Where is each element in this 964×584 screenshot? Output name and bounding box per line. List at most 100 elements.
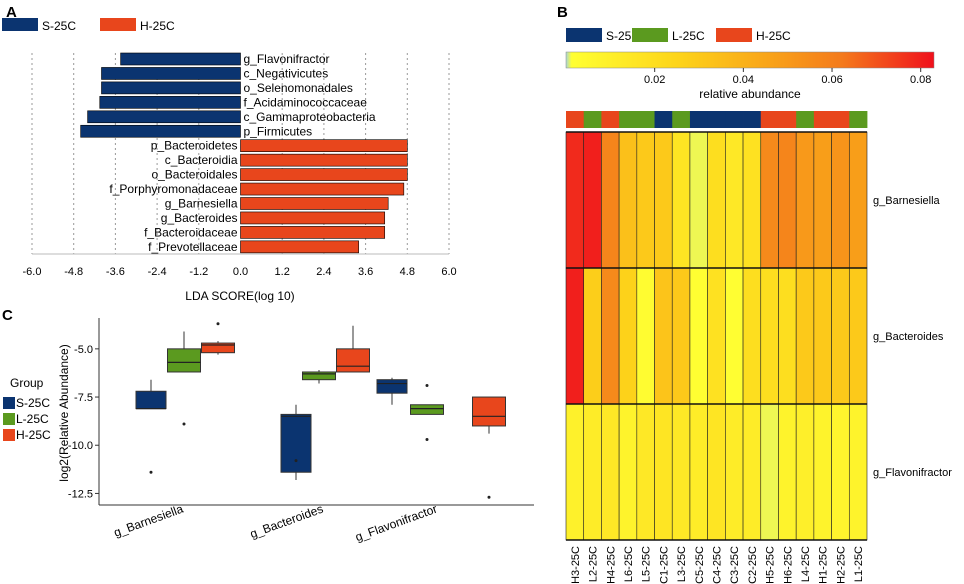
heatmap-cell bbox=[725, 267, 744, 405]
heatmap-column-label: H3-25C bbox=[570, 546, 582, 584]
heatmap-cell bbox=[565, 267, 585, 405]
colorbar-tick-label: 0.06 bbox=[821, 74, 842, 86]
box-series bbox=[135, 322, 506, 499]
lda-bar-label: c_Gammaproteobacteria bbox=[244, 110, 376, 124]
lda-bar-label: p_Firmicutes bbox=[244, 124, 313, 138]
legend-swatch-s25c bbox=[2, 18, 38, 31]
heatmap-cell bbox=[565, 403, 585, 541]
group-bar-cell bbox=[796, 111, 815, 128]
heatmap-row-label: g_Bacteroides bbox=[873, 331, 944, 343]
lda-bar-label: f_Prevotellaceae bbox=[148, 240, 238, 254]
heatmap-row-label: g_Barnesiella bbox=[873, 195, 941, 207]
lda-bar-p-firmicutes bbox=[80, 124, 241, 138]
group-bar-cell bbox=[707, 111, 726, 128]
heatmap-cell bbox=[831, 131, 850, 269]
group-bar-cell bbox=[743, 111, 762, 128]
group-bar-cell bbox=[689, 111, 709, 128]
lda-bar-f-acidaminococcaceae bbox=[99, 96, 241, 109]
legend-label-l25c: L-25C bbox=[16, 412, 49, 426]
legend-swatch-s25c bbox=[566, 28, 602, 42]
heatmap-column-label: H2-25C bbox=[835, 546, 847, 584]
box-x-label: g_Barnesiella bbox=[112, 502, 185, 540]
panel-a-legend: S-25C H-25C bbox=[2, 18, 175, 33]
panel-a-lda: A S-25C H-25C g_Flavonifractorc_Negativi… bbox=[2, 4, 457, 303]
lda-x-tick-label: 1.2 bbox=[275, 266, 290, 278]
lda-bar-f-porphyromonadaceae bbox=[240, 182, 405, 196]
heatmap-column-label: L1-25C bbox=[853, 546, 865, 582]
heatmap-cells bbox=[565, 131, 868, 541]
group-bar-cell bbox=[619, 111, 638, 128]
heatmap-row-dividers bbox=[566, 131, 867, 541]
lda-x-axis-title: LDA SCORE(log 10) bbox=[185, 289, 294, 303]
group-bar-cell bbox=[831, 111, 850, 128]
box-g-barnesiella-l bbox=[167, 331, 201, 426]
heatmap-cell bbox=[618, 403, 638, 541]
heatmap-cell bbox=[848, 267, 868, 405]
heatmap-cell bbox=[795, 267, 815, 405]
group-bar-cell bbox=[636, 111, 655, 128]
heatmap-row-label: g_Flavonifractor bbox=[873, 467, 952, 479]
group-bar-cell bbox=[760, 111, 779, 128]
box-body bbox=[472, 396, 506, 427]
heatmap-column-label: C5-25C bbox=[694, 546, 706, 584]
group-bar-cell bbox=[778, 111, 797, 128]
heatmap-column-label: H4-25C bbox=[605, 546, 617, 584]
legend-swatch-s25c bbox=[3, 397, 15, 409]
lda-gridlines bbox=[31, 53, 450, 254]
box-y-tick-label: -12.5 bbox=[68, 488, 93, 500]
heatmap-cell bbox=[636, 403, 655, 541]
heatmap-cell bbox=[707, 403, 726, 541]
legend-label-s25c: S-25C bbox=[42, 19, 76, 33]
legend-label-s25c: S-25C bbox=[606, 29, 640, 43]
lda-x-tick-label: -1.2 bbox=[189, 266, 208, 278]
lda-bar-f-bacteroidaceae bbox=[240, 226, 386, 239]
lda-bar-label: c_Bacteroidia bbox=[165, 153, 238, 167]
legend-swatch-l25c bbox=[632, 28, 668, 42]
lda-bar-label: g_Bacteroides bbox=[161, 211, 238, 225]
lda-x-tick-label: -4.8 bbox=[64, 266, 83, 278]
lda-x-tick-label: 3.6 bbox=[358, 266, 373, 278]
box-y-ticks: -5.0 -7.5 -10.0 -12.5 bbox=[68, 344, 99, 500]
heatmap-cell bbox=[725, 403, 744, 541]
box-x-label: g_Flavonifractor bbox=[353, 502, 439, 545]
lda-bar-c-gammaproteobacteria bbox=[87, 110, 241, 124]
lda-bar-label: f_Porphyromonadaceae bbox=[109, 182, 237, 196]
heatmap-cell bbox=[583, 267, 602, 405]
legend-swatch-h25c bbox=[100, 18, 136, 31]
lda-x-tick-label: 0.0 bbox=[233, 266, 248, 278]
lda-bar-o-selenomonadales bbox=[101, 81, 241, 95]
lda-bar-c-bacteroidia bbox=[240, 153, 408, 167]
heatmap-column-label: H6-25C bbox=[782, 546, 794, 584]
legend-title: Group bbox=[10, 376, 44, 390]
heatmap-column-label: L3-25C bbox=[676, 546, 688, 582]
heatmap-cell bbox=[654, 131, 673, 269]
box-outlier bbox=[425, 437, 429, 441]
heatmap-cell bbox=[725, 131, 744, 269]
heatmap-cell bbox=[778, 267, 797, 405]
box-g-bacteroides-s bbox=[280, 404, 312, 480]
heatmap-cell bbox=[848, 131, 868, 269]
heatmap-column-label: C4-25C bbox=[712, 546, 724, 584]
heatmap-cell bbox=[760, 403, 779, 541]
heatmap-cell bbox=[760, 267, 779, 405]
heatmap-cell bbox=[601, 131, 620, 269]
box-outlier bbox=[294, 459, 298, 463]
lda-bar-label: o_Selenomonadales bbox=[244, 81, 353, 95]
lda-bar-f-prevotellaceae bbox=[240, 240, 359, 254]
heatmap-cell bbox=[742, 267, 762, 405]
box-x-labels: g_Barnesiella g_Bacteroides g_Flavonifract… bbox=[112, 502, 439, 545]
legend-label-h25c: H-25C bbox=[756, 29, 791, 43]
box-outlier bbox=[182, 422, 186, 426]
box-g-barnesiella-s bbox=[135, 379, 167, 474]
box-y-tick-label: -5.0 bbox=[74, 344, 93, 356]
lda-bar-c-negativicutes bbox=[101, 67, 241, 80]
box-g-flavonifractor-s bbox=[376, 377, 408, 405]
heatmap-cell bbox=[565, 131, 585, 269]
heatmap-cell bbox=[601, 267, 620, 405]
box-y-tick-label: -7.5 bbox=[74, 392, 93, 404]
lda-x-tick-label: 6.0 bbox=[441, 266, 456, 278]
legend-label-s25c: S-25C bbox=[16, 396, 50, 410]
lda-bar-g-barnesiella bbox=[240, 197, 389, 210]
legend-swatch-h25c bbox=[3, 429, 15, 441]
